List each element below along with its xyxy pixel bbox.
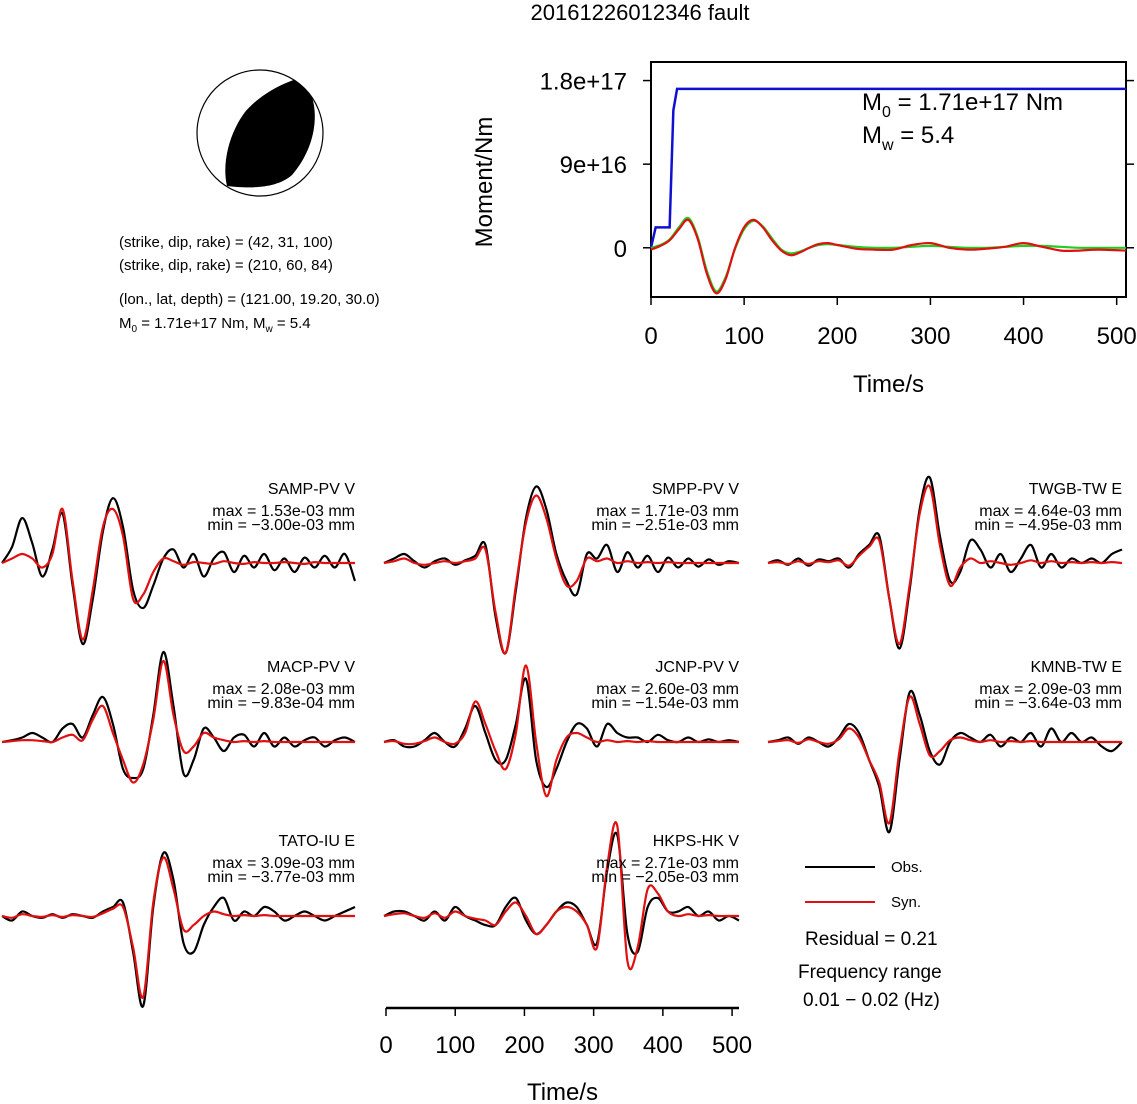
beachball-icon: [196, 69, 324, 197]
station-obs-trace-3: [1, 650, 356, 780]
moment-series-rate_green: [650, 216, 1126, 293]
station-max-2: max = 4.64e-03 mm: [979, 503, 1122, 520]
moment-y-axis-label: Moment/Nm: [471, 117, 498, 248]
moment-y-tick-label-2: 1.8e+17: [540, 69, 627, 96]
moment-x-axis-label: Time/s: [853, 371, 924, 398]
station-name-1: SMPP-PV V: [652, 481, 739, 498]
station-min-1: min = −2.51e-03 mm: [591, 517, 739, 534]
moment-x-tick-label-2: 200: [817, 323, 857, 350]
station-syn-trace-1: [383, 494, 739, 655]
moment-plot-frame: [650, 61, 1127, 298]
station-max-7: max = 2.71e-03 mm: [596, 855, 739, 872]
moment-x-tick-label-4: 400: [1004, 323, 1044, 350]
legend-obs-label: Obs.: [891, 859, 923, 876]
mechanism-line-3: (lon., lat, depth) = (121.00, 19.20, 30.…: [119, 291, 380, 308]
moment-x-tick-label-0: 0: [644, 323, 657, 350]
station-min-0: min = −3.00e-03 mm: [207, 517, 355, 534]
station-obs-trace-5: [767, 689, 1123, 834]
station-min-7: min = −2.05e-03 mm: [591, 869, 739, 886]
moment-y-tick-label-0: 0: [614, 236, 627, 263]
frequency-value: 0.01 − 0.02 (Hz): [803, 990, 940, 1011]
station-min-6: min = −3.77e-03 mm: [207, 869, 355, 886]
wave-x-tick-label-2: 200: [504, 1032, 544, 1059]
station-max-1: max = 1.71e-03 mm: [596, 503, 739, 520]
mechanism-line-2: (strike, dip, rake) = (210, 60, 84): [119, 257, 333, 274]
station-name-7: HKPS-HK V: [653, 833, 740, 850]
station-name-2: TWGB-TW E: [1029, 481, 1122, 498]
station-syn-trace-6: [1, 856, 355, 999]
station-syn-trace-3: [1, 659, 355, 784]
station-syn-trace-7: [383, 821, 739, 971]
wave-x-tick-label-5: 500: [712, 1032, 752, 1059]
wave-x-axis-label: Time/s: [527, 1079, 598, 1104]
waveform-time-axis: 0 100 200 300 400 500 Time/s: [379, 1006, 752, 1104]
station-min-2: min = −4.95e-03 mm: [974, 517, 1122, 534]
station-max-5: max = 2.09e-03 mm: [979, 681, 1122, 698]
moment-series-rate_red: [650, 218, 1127, 295]
frequency-title: Frequency range: [798, 962, 942, 983]
station-obs-trace-7: [383, 831, 740, 955]
station-name-5: KMNB-TW E: [1030, 659, 1122, 676]
wave-x-tick-label-4: 400: [643, 1032, 683, 1059]
station-name-0: SAMP-PV V: [268, 481, 355, 498]
moment-series-cumulative_moment: [649, 87, 1126, 249]
moment-y-tick-label-1: 9e+16: [560, 152, 627, 179]
mechanism-line-4: M0 = 1.71e+17 Nm, Mw = 5.4: [119, 315, 311, 335]
station-obs-trace-0: [1, 497, 357, 646]
residual-label: Residual = 0.21: [805, 929, 938, 950]
legend-syn-label: Syn.: [891, 894, 921, 911]
legend: Obs. Syn. Residual = 0.21 Frequency rang…: [798, 859, 942, 1011]
moment-mw-label: Mw = 5.4: [862, 122, 954, 154]
station-syn-trace-0: [1, 507, 355, 641]
station-min-3: min = −9.83e-04 mm: [207, 695, 355, 712]
station-max-4: max = 2.60e-03 mm: [596, 681, 739, 698]
wave-x-tick-label-0: 0: [379, 1032, 392, 1059]
station-syn-trace-2: [767, 484, 1123, 646]
moment-x-tick-label-3: 300: [910, 323, 950, 350]
moment-x-tick-label-5: 500: [1097, 323, 1137, 350]
wave-x-tick-label-1: 100: [435, 1032, 475, 1059]
station-obs-trace-1: [383, 485, 740, 655]
station-max-3: max = 2.08e-03 mm: [212, 681, 355, 698]
station-min-4: min = −1.54e-03 mm: [591, 695, 739, 712]
station-syn-trace-4: [383, 664, 739, 798]
station-max-0: max = 1.53e-03 mm: [212, 503, 355, 520]
station-max-6: max = 3.09e-03 mm: [212, 855, 355, 872]
wave-x-tick-label-3: 300: [574, 1032, 614, 1059]
station-name-4: JCNP-PV V: [655, 659, 739, 676]
station-name-3: MACP-PV V: [267, 659, 355, 676]
moment-x-tick-label-1: 100: [724, 323, 764, 350]
figure-title: 20161226012346 fault: [531, 0, 750, 25]
station-syn-trace-5: [767, 695, 1122, 825]
mechanism-line-1: (strike, dip, rake) = (42, 31, 100): [119, 234, 333, 251]
station-min-5: min = −3.64e-03 mm: [974, 695, 1122, 712]
moment-m0-label: M0 = 1.71e+17 Nm: [862, 89, 1063, 121]
station-name-6: TATO-IU E: [279, 833, 355, 850]
moment-rate-chart: 0 100 200 300 400 500 0 9e+16 1.8e+17 Moment/Nm Ti…: [471, 61, 1137, 398]
